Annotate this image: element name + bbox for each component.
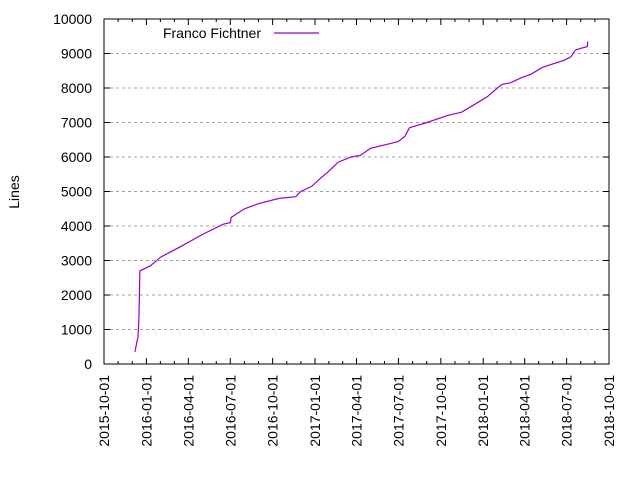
x-tick-label: 2017-07-01 — [390, 375, 406, 447]
series-line-franco-fichtner — [134, 41, 589, 353]
y-tick-label: 8000 — [61, 80, 92, 96]
y-tick-label: 6000 — [61, 149, 92, 165]
x-tick-label: 2016-10-01 — [265, 375, 281, 447]
x-tick-label: 2016-07-01 — [222, 375, 238, 447]
x-tick-label: 2017-04-01 — [349, 375, 365, 447]
grid-lines — [104, 53, 609, 330]
x-tick-label: 2016-04-01 — [180, 375, 196, 447]
y-tick-label: 4000 — [61, 218, 92, 234]
y-tick-label: 7000 — [61, 115, 92, 131]
x-tick-label: 2015-10-01 — [96, 375, 112, 447]
x-axis-ticks: 2015-10-01 2016-01-01 2016-04-01 2016-07-01… — [96, 19, 617, 447]
x-tick-label: 2018-04-01 — [517, 375, 533, 447]
x-tick-label: 2018-07-01 — [559, 375, 575, 447]
legend-label: Franco Fichtner — [163, 25, 261, 41]
y-tick-label: 3000 — [61, 253, 92, 269]
y-tick-label: 9000 — [61, 46, 92, 62]
y-tick-label: 5000 — [61, 184, 92, 200]
x-tick-label: 2018-01-01 — [475, 375, 491, 447]
x-tick-label: 2018-10-01 — [601, 375, 617, 447]
y-tick-label: 10000 — [53, 11, 92, 27]
plot-border — [103, 18, 610, 365]
x-tick-label: 2017-10-01 — [433, 375, 449, 447]
y-tick-label: 0 — [84, 356, 92, 372]
legend: Franco Fichtner — [163, 25, 319, 41]
y-tick-label: 1000 — [61, 322, 92, 338]
x-tick-label: 2016-01-01 — [138, 375, 154, 447]
y-tick-label: 2000 — [61, 287, 92, 303]
y-axis-label: Lines — [6, 175, 22, 208]
y-axis-ticks: 0 1000 2000 3000 4000 5000 6000 7000 8000 9000 100… — [53, 11, 609, 372]
x-tick-label: 2017-01-01 — [307, 375, 323, 447]
